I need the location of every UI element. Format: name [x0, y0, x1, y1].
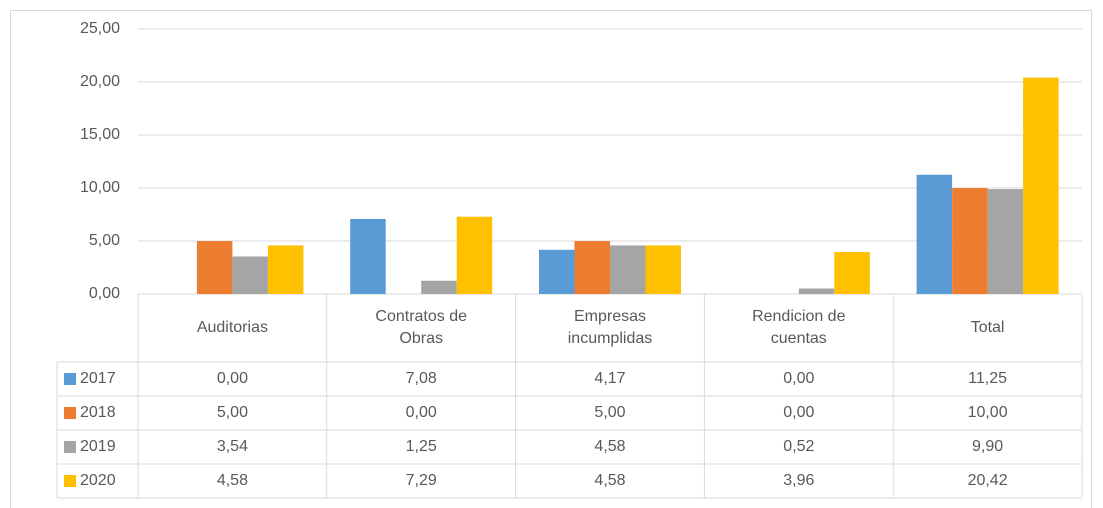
y-tick-label: 20,00 — [80, 73, 120, 90]
bar — [1023, 77, 1059, 294]
table-value: 0,00 — [217, 370, 248, 387]
legend-label: 2020 — [80, 472, 116, 489]
legend-label: 2017 — [80, 370, 116, 387]
table-value: 4,58 — [217, 472, 248, 489]
table-value: 3,54 — [217, 438, 248, 455]
table-value: 20,42 — [968, 472, 1008, 489]
bar — [350, 218, 386, 294]
bar — [539, 249, 575, 294]
table-value: 4,58 — [594, 472, 625, 489]
bar — [645, 245, 681, 294]
table-value: 3,96 — [783, 472, 814, 489]
table-value: 5,00 — [594, 404, 625, 421]
bar — [798, 288, 835, 294]
table-value: 10,00 — [968, 404, 1008, 421]
table-value: 1,25 — [406, 438, 437, 455]
x-tick-label: Contratos de Obras — [375, 308, 467, 347]
bar — [196, 241, 233, 294]
category-cell: Total — [970, 319, 1005, 336]
table-value: 11,25 — [968, 370, 1007, 387]
legend-swatch — [64, 441, 76, 453]
bar — [987, 189, 1024, 294]
x-tick-label: Rendicion de cuentas — [752, 308, 846, 347]
legend-label: 2019 — [80, 438, 116, 455]
y-tick-label: 25,00 — [80, 20, 120, 37]
bar — [952, 188, 988, 294]
y-tick-label: 5,00 — [89, 232, 120, 249]
bar — [834, 252, 870, 294]
x-tick-label: Total — [970, 319, 1005, 336]
table-value: 9,90 — [972, 438, 1003, 455]
category-cell: Auditorias — [196, 319, 268, 336]
legend-swatch — [64, 407, 76, 419]
category-cell: Rendicion de cuentas — [752, 308, 846, 347]
y-tick-label: 0,00 — [89, 285, 120, 302]
x-tick-label: Auditorias — [196, 319, 268, 336]
legend-swatch — [64, 373, 76, 385]
category-cell: Empresas incumplidas — [567, 308, 653, 347]
table-value: 4,17 — [594, 370, 625, 387]
table-value: 0,00 — [783, 404, 814, 421]
legend-label: 2018 — [80, 404, 116, 421]
table-value: 0,00 — [783, 370, 814, 387]
bar — [267, 245, 304, 294]
category-cell: Contratos de Obras — [375, 308, 467, 347]
table-value: 4,58 — [594, 438, 625, 455]
table-value: 0,00 — [406, 404, 437, 421]
bar — [574, 241, 610, 294]
bar — [916, 174, 953, 294]
table-value: 5,00 — [217, 404, 248, 421]
x-tick-label: Empresas incumplidas — [567, 308, 653, 347]
table-value: 7,29 — [406, 472, 437, 489]
table-value: 7,08 — [406, 370, 437, 387]
bar — [232, 256, 268, 294]
bar — [456, 216, 493, 294]
bar — [421, 280, 457, 294]
table-value: 0,52 — [783, 438, 814, 455]
y-tick-label: 10,00 — [80, 179, 120, 196]
y-tick-label: 15,00 — [80, 126, 120, 143]
bar — [610, 245, 646, 294]
legend-swatch — [64, 475, 76, 487]
chart-border — [10, 10, 1092, 508]
